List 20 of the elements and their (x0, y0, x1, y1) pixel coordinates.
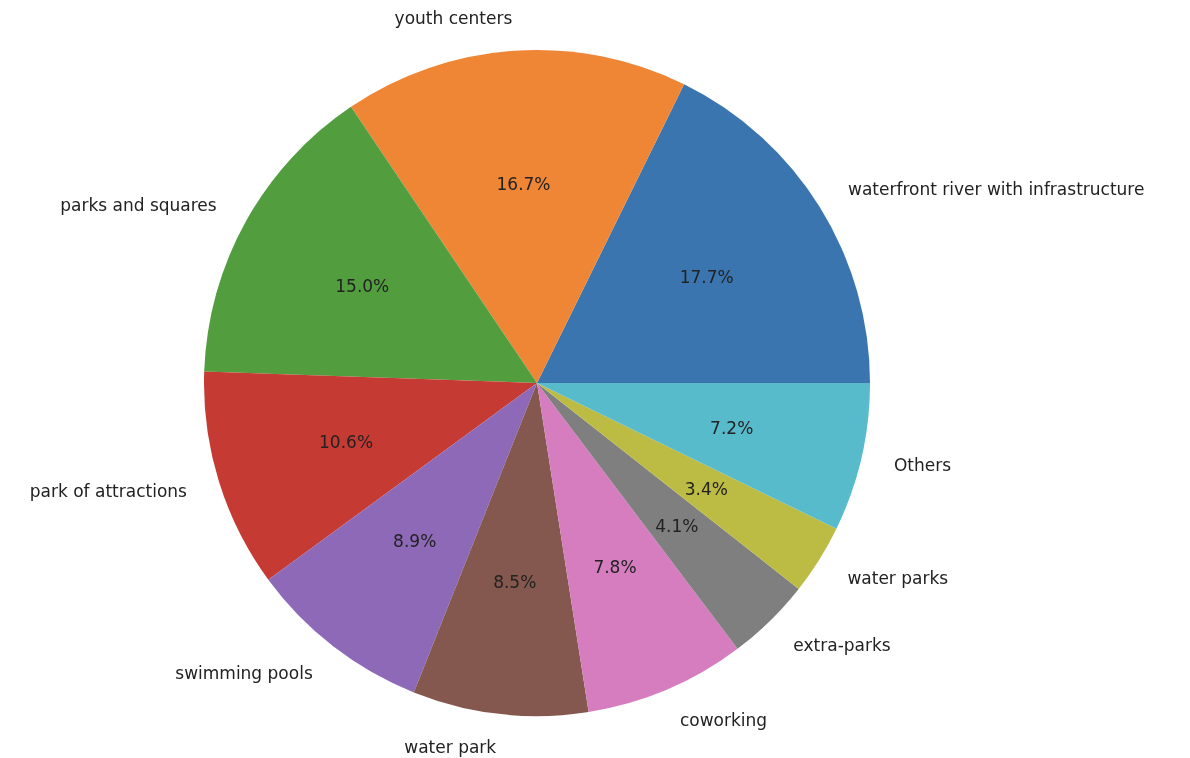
data-label: 7.8% (593, 556, 637, 577)
slice-label: swimming pools (175, 662, 313, 683)
data-label: 3.4% (684, 479, 728, 500)
data-label: 16.7% (496, 173, 551, 194)
data-label: 8.9% (393, 530, 437, 551)
data-label: 7.2% (710, 417, 754, 438)
slice-label: waterfront river with infrastructure (848, 179, 1145, 200)
data-label: 15.0% (335, 276, 390, 297)
slice-label: extra-parks (793, 634, 891, 655)
slice-label: water park (404, 737, 497, 758)
data-label: 17.7% (679, 267, 734, 288)
data-label: 10.6% (319, 431, 374, 452)
slice-label: parks and squares (60, 195, 217, 216)
slice-label: water parks (847, 567, 949, 588)
data-label: 8.5% (493, 571, 537, 592)
slice-label: coworking (679, 710, 768, 731)
slice-label: park of attractions (29, 480, 188, 501)
data-label: 4.1% (655, 515, 699, 536)
slice-label: youth centers (394, 7, 513, 28)
slice-label: Others (893, 455, 952, 476)
